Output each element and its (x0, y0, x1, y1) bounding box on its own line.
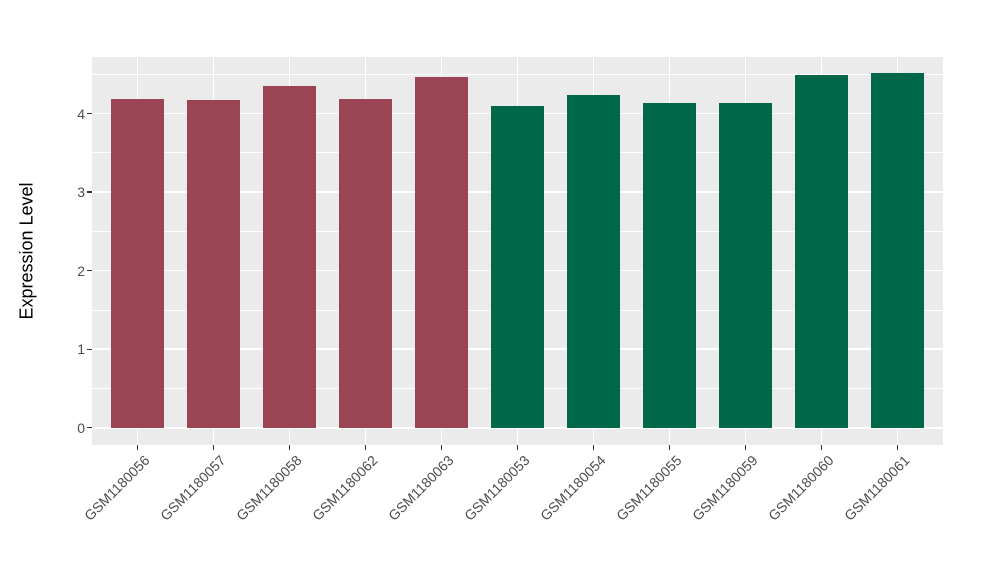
x-tick-label-GSM1180055: GSM1180055 (613, 452, 685, 524)
x-tick-label-GSM1180059: GSM1180059 (689, 452, 761, 524)
x-tick-mark (516, 445, 519, 450)
x-tick-label-GSM1180063: GSM1180063 (385, 452, 457, 524)
x-tick-label-GSM1180054: GSM1180054 (537, 452, 609, 524)
y-tick-mark (87, 191, 92, 193)
y-tick-label-0: 0 (77, 419, 85, 436)
x-tick-mark (820, 445, 823, 450)
chart-panel (92, 57, 943, 445)
y-tick-mark (87, 427, 92, 429)
x-tick-mark (668, 445, 671, 450)
y-tick-label-2: 2 (77, 262, 85, 279)
bar-GSM1180055 (642, 103, 697, 428)
y-tick-label-4: 4 (77, 105, 85, 122)
x-tick-mark (136, 445, 139, 450)
bar-GSM1180063 (414, 77, 469, 428)
x-tick-label-GSM1180062: GSM1180062 (309, 452, 381, 524)
x-tick-label-GSM1180057: GSM1180057 (157, 452, 229, 524)
x-tick-label-GSM1180053: GSM1180053 (461, 452, 533, 524)
y-tick-mark (87, 270, 92, 272)
y-tick-label-3: 3 (77, 184, 85, 201)
x-tick-label-GSM1180060: GSM1180060 (765, 452, 837, 524)
bar-GSM1180056 (110, 99, 165, 428)
x-tick-mark (364, 445, 367, 450)
bar-GSM1180061 (870, 73, 924, 428)
x-tick-label-GSM1180056: GSM1180056 (81, 452, 153, 524)
x-tick-mark (440, 445, 443, 450)
x-tick-mark (592, 445, 595, 450)
y-tick-mark (87, 112, 92, 115)
x-tick-label-GSM1180058: GSM1180058 (233, 452, 305, 524)
y-tick-label-1: 1 (77, 341, 85, 358)
x-tick-mark (288, 445, 291, 450)
x-tick-mark (896, 445, 898, 450)
x-tick-label-GSM1180061: GSM1180061 (841, 452, 913, 524)
y-tick-mark (87, 348, 92, 350)
bar-GSM1180054 (566, 94, 621, 428)
bar-GSM1180062 (338, 98, 393, 428)
x-tick-mark (744, 445, 747, 450)
bar-GSM1180053 (490, 105, 545, 428)
x-tick-mark (212, 445, 215, 450)
y-axis-title: Expression Level (16, 182, 37, 320)
bar-GSM1180060 (794, 75, 849, 428)
bar-GSM1180058 (262, 86, 317, 428)
bar-GSM1180059 (718, 103, 773, 428)
bar-GSM1180057 (186, 100, 241, 428)
